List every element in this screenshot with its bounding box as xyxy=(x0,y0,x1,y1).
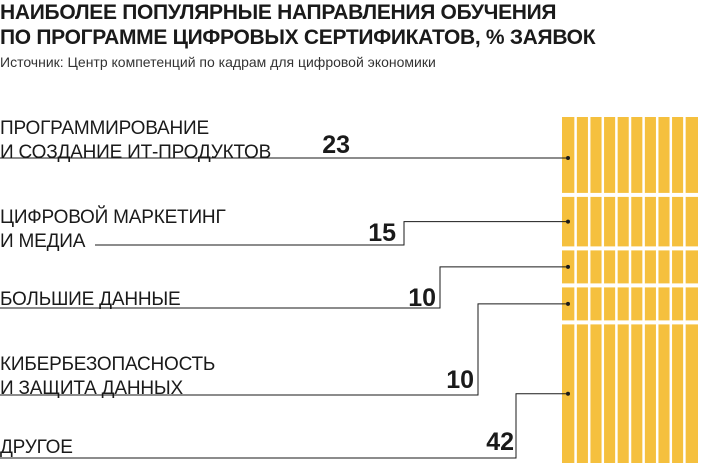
leader-dot-marketing xyxy=(566,219,570,224)
leader-dot-other xyxy=(566,391,570,396)
leader-dot-programming xyxy=(566,156,570,160)
value-label-programming: 23 xyxy=(322,131,350,159)
chart-title: НАИБОЛЕЕ ПОПУЛЯРНЫЕ НАПРАВЛЕНИЯ ОБУЧЕНИЯ… xyxy=(0,0,700,50)
chart-title-line-2: ПО ПРОГРАММЕ ЦИФРОВЫХ СЕРТИФИКАТОВ, % ЗА… xyxy=(0,26,596,49)
leader-line-other xyxy=(0,393,568,459)
category-label-marketing: ЦИФРОВОЙ МАРКЕТИНГ И МЕДИА xyxy=(0,207,226,252)
category-label-bigdata: БОЛЬШИЕ ДАННЫЕ xyxy=(0,289,181,310)
bar-stripes xyxy=(574,117,686,463)
chart-source: Источник: Центр компетенций по кадрам дл… xyxy=(0,54,436,70)
category-label-other: ДРУГОЕ xyxy=(0,437,73,458)
value-label-security: 10 xyxy=(446,366,474,394)
leader-dot-bigdata xyxy=(566,264,570,269)
value-label-bigdata: 10 xyxy=(408,284,436,312)
value-label-other: 42 xyxy=(486,428,514,456)
leader-line-security xyxy=(0,303,568,396)
leader-dot-security xyxy=(566,301,570,306)
chart-title-line-1: НАИБОЛЕЕ ПОПУЛЯРНЫЕ НАПРАВЛЕНИЯ ОБУЧЕНИЯ xyxy=(0,1,557,24)
leader-lines xyxy=(0,156,570,459)
value-label-marketing: 15 xyxy=(368,219,396,247)
leader-line-marketing xyxy=(95,221,568,246)
leader-line-bigdata xyxy=(0,266,568,309)
category-label-security: КИБЕРБЕЗОПАСНОСТЬ И ЗАЩИТА ДАННЫХ xyxy=(0,354,216,399)
